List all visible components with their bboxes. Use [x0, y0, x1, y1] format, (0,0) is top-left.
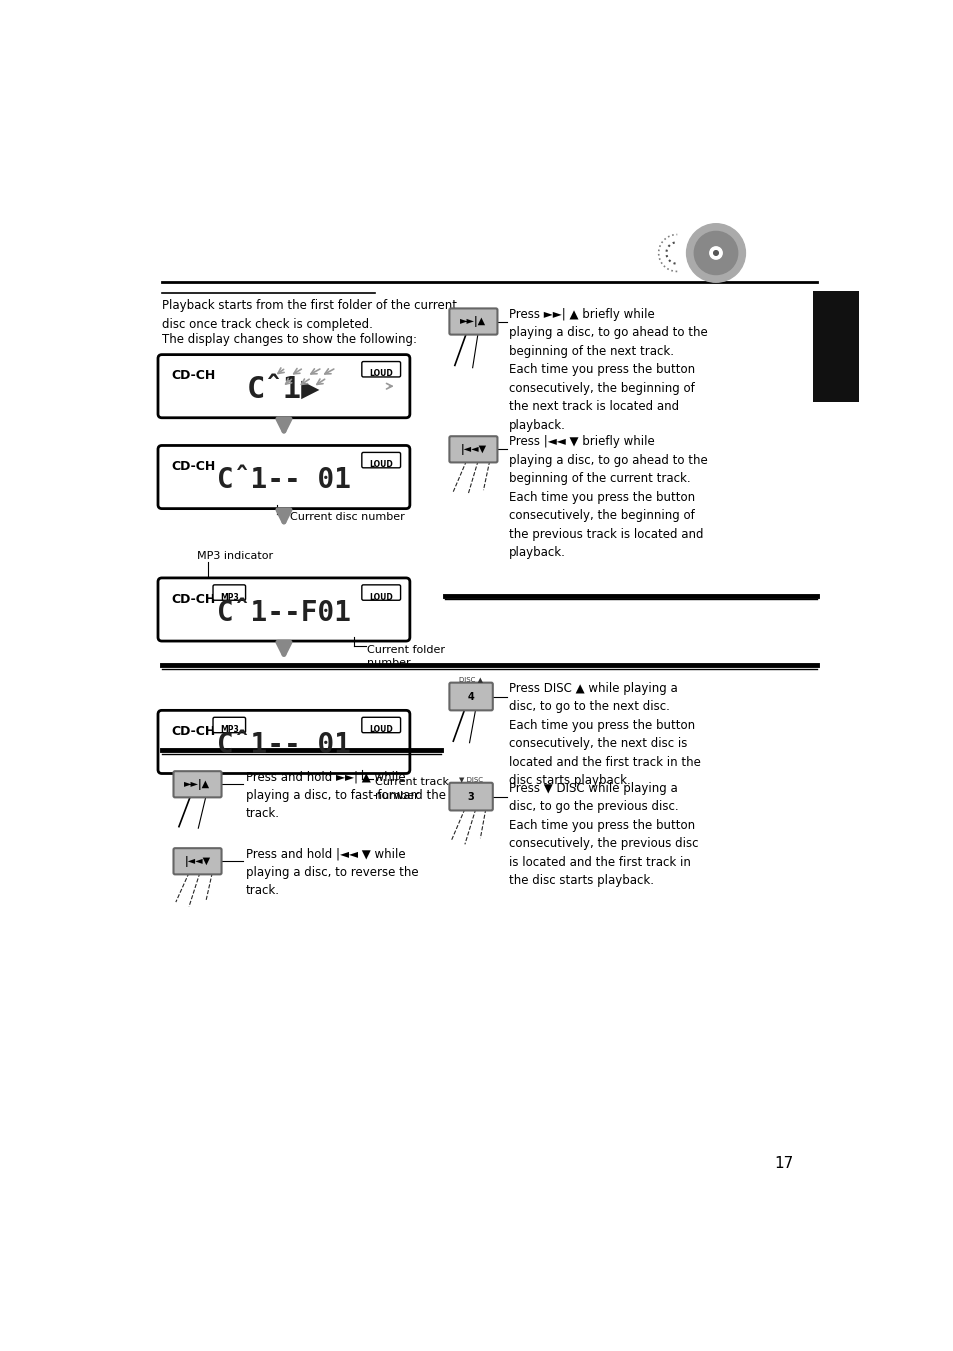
- Text: Ĉ1▶: Ĉ1▶: [247, 374, 320, 404]
- Text: |◄◄▼: |◄◄▼: [184, 855, 211, 867]
- Text: LOUD: LOUD: [369, 593, 393, 601]
- Text: LOUD: LOUD: [369, 369, 393, 378]
- FancyBboxPatch shape: [173, 848, 221, 874]
- Circle shape: [713, 251, 718, 255]
- Text: CD-CH: CD-CH: [171, 461, 215, 473]
- FancyBboxPatch shape: [361, 717, 400, 732]
- Text: Ĉ1--F01: Ĉ1--F01: [216, 598, 351, 627]
- FancyBboxPatch shape: [173, 771, 221, 797]
- Circle shape: [709, 247, 721, 259]
- Text: Current track
number: Current track number: [375, 777, 449, 801]
- FancyBboxPatch shape: [158, 711, 410, 774]
- Text: CD-CH: CD-CH: [171, 593, 215, 605]
- FancyBboxPatch shape: [158, 578, 410, 642]
- Text: Current folder
number: Current folder number: [367, 644, 445, 669]
- FancyBboxPatch shape: [361, 453, 400, 467]
- FancyBboxPatch shape: [213, 717, 245, 732]
- Text: Ĉ1-- 01: Ĉ1-- 01: [216, 731, 351, 759]
- Text: DISC ▲: DISC ▲: [458, 676, 482, 682]
- Text: Press DISC ▲ while playing a
disc, to go to the next disc.
Each time you press t: Press DISC ▲ while playing a disc, to go…: [509, 682, 700, 788]
- Text: ▼ DISC: ▼ DISC: [458, 775, 482, 782]
- Text: Playback starts from the first folder of the current
disc once track check is co: Playback starts from the first folder of…: [162, 299, 456, 331]
- FancyBboxPatch shape: [361, 362, 400, 377]
- Text: 4: 4: [467, 692, 474, 701]
- FancyBboxPatch shape: [449, 436, 497, 462]
- FancyBboxPatch shape: [449, 308, 497, 335]
- Circle shape: [694, 231, 737, 274]
- Text: MP3 indicator: MP3 indicator: [196, 551, 273, 561]
- Text: MP3: MP3: [220, 593, 238, 601]
- Text: Press and hold ►►| ▲ while
playing a disc, to fast-forward the
track.: Press and hold ►►| ▲ while playing a dis…: [245, 770, 445, 820]
- Text: Press and hold |◄◄ ▼ while
playing a disc, to reverse the
track.: Press and hold |◄◄ ▼ while playing a dis…: [245, 847, 417, 897]
- FancyBboxPatch shape: [361, 585, 400, 600]
- Text: ►►|▲: ►►|▲: [184, 778, 211, 790]
- Text: LOUD: LOUD: [369, 461, 393, 469]
- FancyBboxPatch shape: [213, 585, 245, 600]
- Text: |◄◄▼: |◄◄▼: [460, 444, 486, 455]
- Text: 17: 17: [774, 1156, 793, 1171]
- Text: CD-CH: CD-CH: [171, 725, 215, 738]
- Text: Ĉ1-- 01: Ĉ1-- 01: [216, 466, 351, 494]
- Text: Press ►►| ▲ briefly while
playing a disc, to go ahead to the
beginning of the ne: Press ►►| ▲ briefly while playing a disc…: [509, 308, 707, 432]
- Text: CD-CH: CD-CH: [171, 369, 215, 382]
- Text: Press |◄◄ ▼ briefly while
playing a disc, to go ahead to the
beginning of the cu: Press |◄◄ ▼ briefly while playing a disc…: [509, 435, 707, 559]
- Bar: [812, 290, 859, 403]
- FancyBboxPatch shape: [449, 682, 493, 711]
- FancyBboxPatch shape: [158, 354, 410, 417]
- Text: The display changes to show the following:: The display changes to show the followin…: [162, 334, 416, 346]
- Text: MP3: MP3: [220, 725, 238, 734]
- Text: ►►|▲: ►►|▲: [460, 316, 486, 327]
- Text: Press ▼ DISC while playing a
disc, to go the previous disc.
Each time you press : Press ▼ DISC while playing a disc, to go…: [509, 782, 698, 888]
- Circle shape: [686, 224, 744, 282]
- Text: 3: 3: [467, 792, 474, 801]
- Text: Current disc number: Current disc number: [290, 512, 404, 523]
- FancyBboxPatch shape: [449, 782, 493, 811]
- FancyBboxPatch shape: [158, 446, 410, 508]
- Text: LOUD: LOUD: [369, 725, 393, 734]
